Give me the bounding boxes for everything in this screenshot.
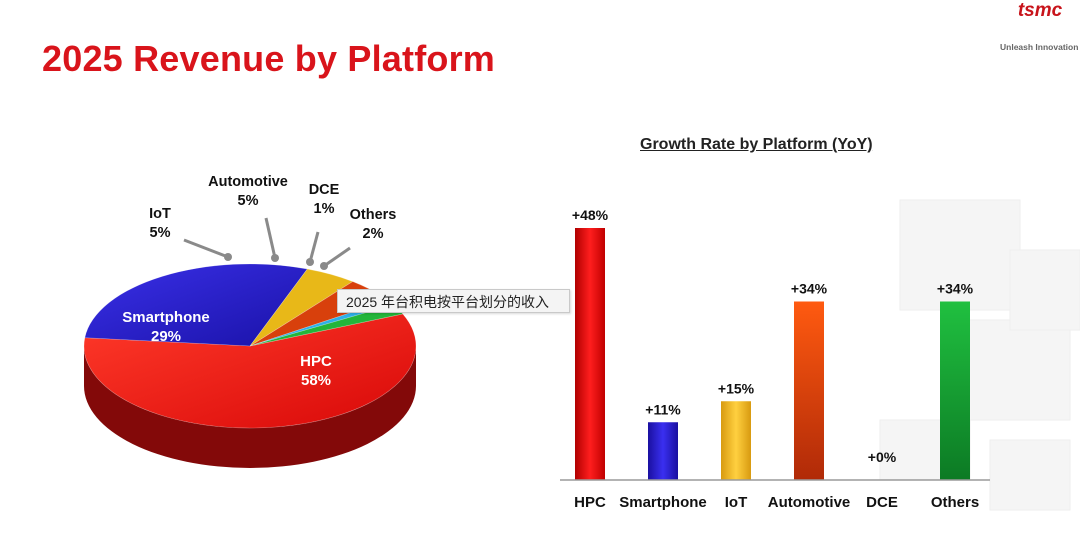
pie-label-smartphone: Smartphone [122,309,210,326]
company-logo: tsmc Unleash Innovation [1000,0,1080,56]
page-title: 2025 Revenue by Platform [42,38,495,79]
bar-category-label-smartphone: Smartphone [619,494,707,511]
leader-dot-others [320,262,328,270]
bar-value-label-others: +34% [937,281,974,297]
pie-label-iot: IoT [149,206,171,222]
pie-value-others: 2% [363,226,384,242]
pie-slice-hpc [83,313,417,429]
bar-value-label-iot: +15% [718,380,755,396]
pie-slice-iot [249,268,354,347]
bar-value-label-automotive: +34% [791,281,828,297]
background-tile [899,199,1021,311]
bar-iot [721,401,751,480]
bar-smartphone [648,422,678,480]
background-tile [959,319,1071,421]
revenue-pie-chart: HPC 58% Smartphone 29% IoT 5% Automotive 5% DCE 1… [83,174,417,468]
leader-line-automotive [264,217,277,259]
pie-label-dce: DCE [309,182,340,198]
bar-chart-title: Growth Rate by Platform (YoY) [640,136,873,153]
pie-value-iot: 5% [150,225,171,241]
bar-value-label-hpc: +48% [572,207,609,223]
leader-dot-iot [224,253,232,261]
pie-label-automotive: Automotive [208,174,288,190]
growth-bar-chart: +48% +11% +15% +34% +0% +34% HPC Smartphone IoT… [560,199,1080,511]
pie-side-hpc [84,346,416,468]
leader-line-dce [308,231,320,263]
bar-category-label-others: Others [931,494,979,511]
bar-category-label-hpc: HPC [574,494,606,511]
bar-category-label-automotive: Automotive [768,494,851,511]
leader-line-iot [183,238,229,259]
pie-value-automotive: 5% [238,193,259,209]
leader-dot-dce [306,258,314,266]
bar-value-label-dce: +0% [868,449,897,465]
bar-hpc [575,228,605,480]
bar-others [940,301,970,480]
pie-value-hpc: 58% [301,372,331,389]
leader-dot-automotive [271,254,279,262]
background-tile [1009,249,1080,331]
pie-value-smartphone: 29% [151,328,181,345]
bar-value-label-smartphone: +11% [645,401,681,417]
tooltip: 2025 年台积电按平台划分的收入 [337,289,570,313]
bar-category-label-iot: IoT [725,494,748,511]
background-tile [989,439,1071,511]
bar-category-label-dce: DCE [866,494,898,511]
logo-tagline: Unleash Innovation [1000,42,1079,52]
pie-label-hpc: HPC [300,353,332,370]
leader-line-others [323,246,351,268]
logo-text: tsmc [1017,0,1063,21]
pie-slice-smartphone [84,263,308,347]
bar-automotive [794,301,824,480]
pie-value-dce: 1% [314,201,335,217]
pie-label-others: Others [350,207,397,223]
